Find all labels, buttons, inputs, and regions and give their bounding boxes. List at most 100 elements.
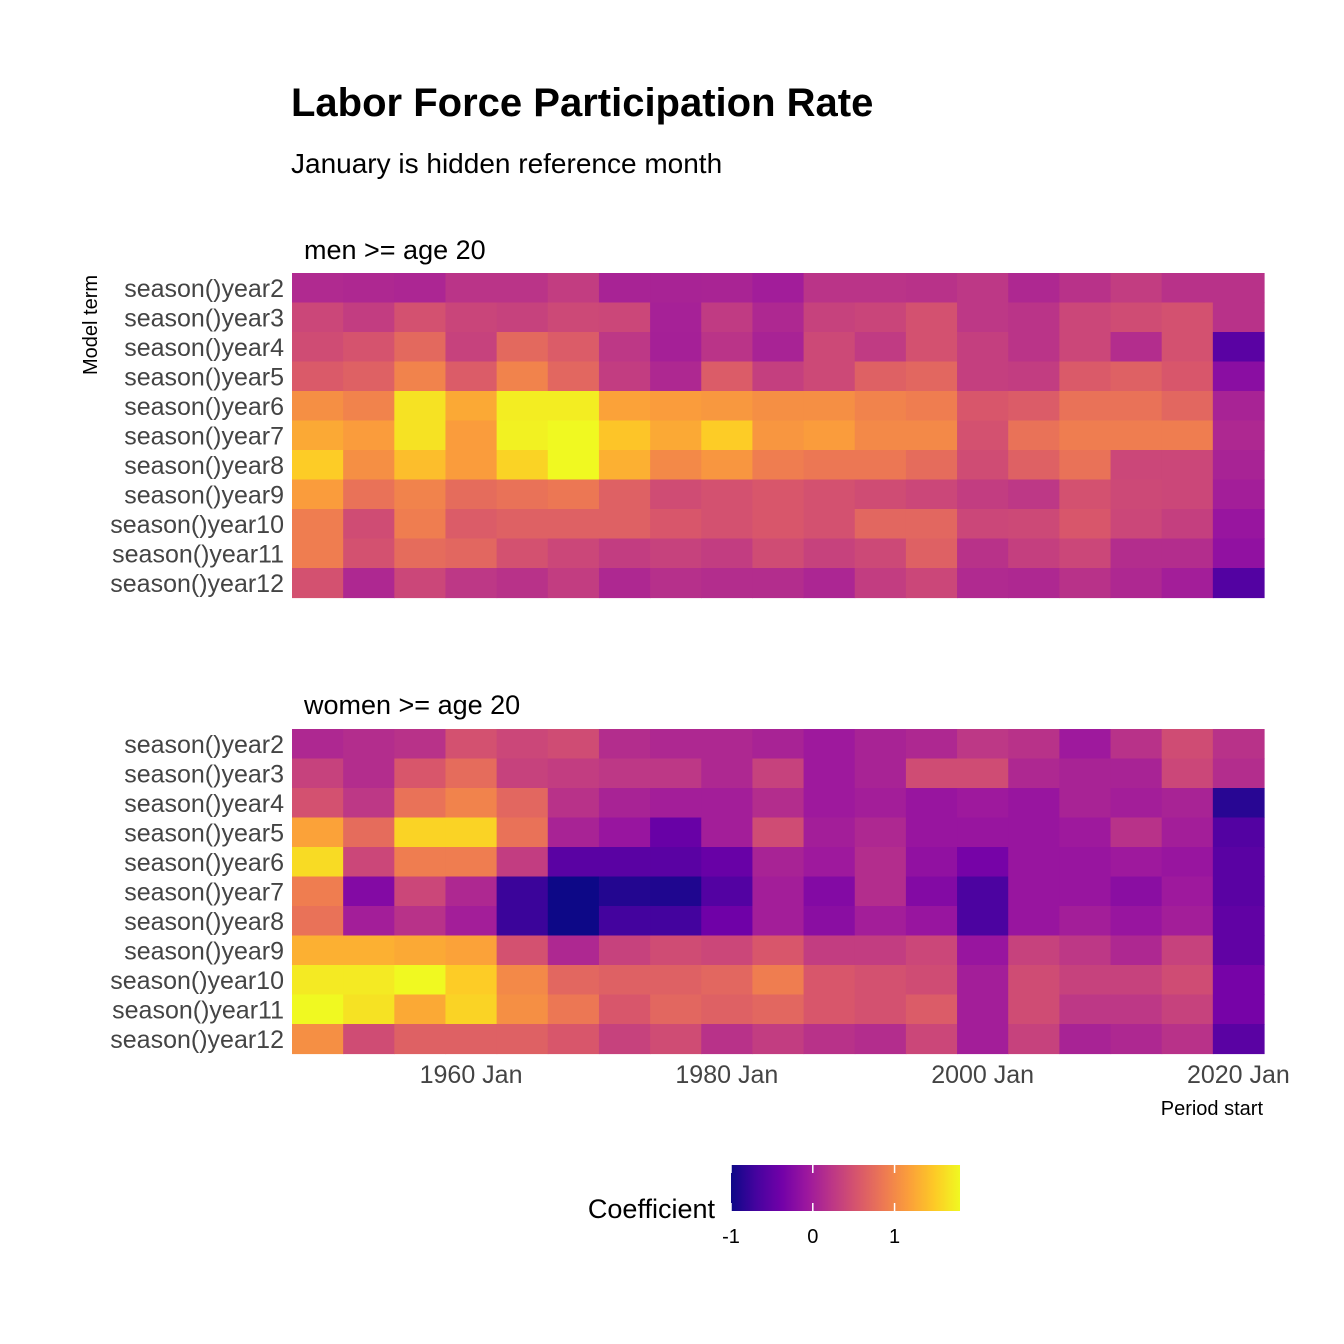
heatmap-cell [598,876,651,907]
row-label: season()year10 [110,967,284,995]
heatmap-cell [1212,1024,1265,1055]
heatmap-cell [1161,847,1214,878]
heatmap-cell [701,538,754,569]
heatmap-cell [445,965,498,996]
heatmap-cell [1008,729,1060,760]
heatmap-cell [854,847,907,878]
heatmap-cell [957,509,1009,540]
heatmap-cell [292,479,344,510]
heatmap-cell [752,1024,805,1055]
heatmap-cell [1008,420,1060,451]
heatmap-cell [394,876,447,907]
row-label: season()year2 [124,275,284,303]
row-label: season()year8 [124,908,284,936]
heatmap-cell [1161,479,1214,510]
heatmap-cell [598,788,651,819]
heatmap-cell [547,391,600,422]
heatmap-cell [1059,420,1112,451]
heatmap-cell [1110,935,1163,966]
heatmap-cell [905,479,958,510]
heatmap-cell [445,994,498,1025]
heatmap-cell [701,1024,754,1055]
heatmap-cell [496,876,549,907]
heatmap-cell [1110,273,1163,304]
heatmap-cell [1008,994,1060,1025]
heatmap-cell [598,729,651,760]
heatmap-cell [1110,332,1163,363]
heatmap-cell [701,847,754,878]
heatmap-panel-women: season()year2season()year3season()year4s… [110,729,1265,1055]
heatmap-cell [1212,568,1265,599]
heatmap-cell [1059,509,1112,540]
heatmap-cell [1008,1024,1060,1055]
heatmap-cell [598,361,651,392]
heatmap-cell [1008,847,1060,878]
heatmap-cell [905,788,958,819]
heatmap-cell [1212,479,1265,510]
heatmap-cell [496,391,549,422]
heatmap-cell [547,817,600,848]
heatmap-cell [343,994,395,1025]
heatmap-cell [854,509,907,540]
heatmap-cell [1212,450,1265,481]
heatmap-cell [905,1024,958,1055]
heatmap-cell [752,332,805,363]
heatmap-cell [854,876,907,907]
heatmap-cell [752,509,805,540]
chart-subtitle: January is hidden reference month [291,148,722,179]
heatmap-cell [1161,538,1214,569]
heatmap-cell [803,994,856,1025]
heatmap-cell [752,758,805,789]
heatmap-cell [547,538,600,569]
heatmap-cell [598,332,651,363]
heatmap-cell [1212,361,1265,392]
heatmap-cell [957,391,1009,422]
heatmap-cell [394,450,447,481]
heatmap-cell [752,538,805,569]
row-label: season()year4 [124,334,284,362]
heatmap-cell [445,876,498,907]
heatmap-cell [854,450,907,481]
heatmap-cell [598,1024,651,1055]
heatmap-cell [445,391,498,422]
heatmap-cell [496,758,549,789]
heatmap-cell [1059,273,1112,304]
heatmap-cell [1059,906,1112,937]
heatmap-cell [343,420,395,451]
heatmap-cell [292,302,344,333]
heatmap-cell [1161,302,1214,333]
heatmap-cell [598,538,651,569]
heatmap-cell [1161,361,1214,392]
heatmap-cell [598,906,651,937]
heatmap-cell [496,994,549,1025]
heatmap-cell [803,876,856,907]
heatmap-cell [650,729,702,760]
heatmap-cell [905,332,958,363]
x-tick-label: 1980 Jan [675,1061,778,1089]
heatmap-cell [547,568,600,599]
heatmap-cell [394,420,447,451]
heatmap-cell [1161,876,1214,907]
row-label: season()year11 [112,996,284,1024]
heatmap-cell [803,302,856,333]
heatmap-cell [1161,273,1214,304]
heatmap-cell [598,965,651,996]
x-axis-title: Period start [1161,1098,1264,1120]
heatmap-cell [905,538,958,569]
heatmap-cell [343,450,395,481]
heatmap-cell [905,568,958,599]
heatmap-panel-men: season()year2season()year3season()year4s… [110,273,1265,599]
heatmap-cell [957,935,1009,966]
heatmap-cell [1059,361,1112,392]
legend-ticks: -1 0 1 [722,1165,900,1248]
heatmap-cell [803,906,856,937]
chart-title: Labor Force Participation Rate [291,81,873,125]
heatmap-cell [1161,568,1214,599]
heatmap-cell [1161,391,1214,422]
heatmap-cell [701,391,754,422]
heatmap-cell [957,273,1009,304]
heatmap-cell [854,332,907,363]
heatmap-cell [701,729,754,760]
heatmap-cell [547,758,600,789]
heatmap-cell [1212,965,1265,996]
